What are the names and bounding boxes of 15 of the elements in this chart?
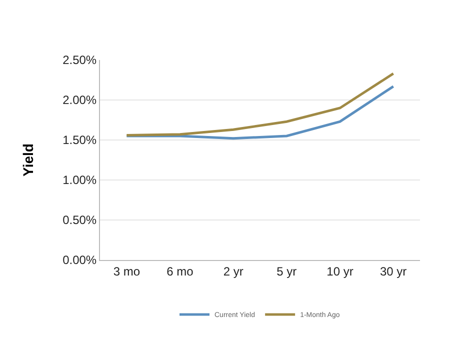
- y-tick-label: 2.00%: [62, 93, 97, 108]
- x-tick-label: 30 yr: [380, 264, 407, 278]
- y-tick-label: 2.50%: [62, 53, 97, 68]
- x-tick-label: 2 yr: [223, 264, 244, 278]
- x-tick-label: 5 yr: [276, 264, 297, 278]
- line-series: [125, 85, 395, 140]
- line-series: [125, 72, 395, 136]
- x-tick-label: 3 mo: [113, 264, 140, 278]
- x-tick-label: 10 yr: [326, 264, 354, 278]
- y-tick-label: 1.50%: [62, 133, 97, 148]
- y-tick-label: 1.00%: [62, 173, 97, 188]
- y-tick-label: 0.50%: [62, 213, 97, 228]
- y-axis-title: Yield: [20, 144, 36, 176]
- y-tick-label: 0.00%: [62, 253, 97, 268]
- x-tick-label: 6 mo: [166, 264, 194, 278]
